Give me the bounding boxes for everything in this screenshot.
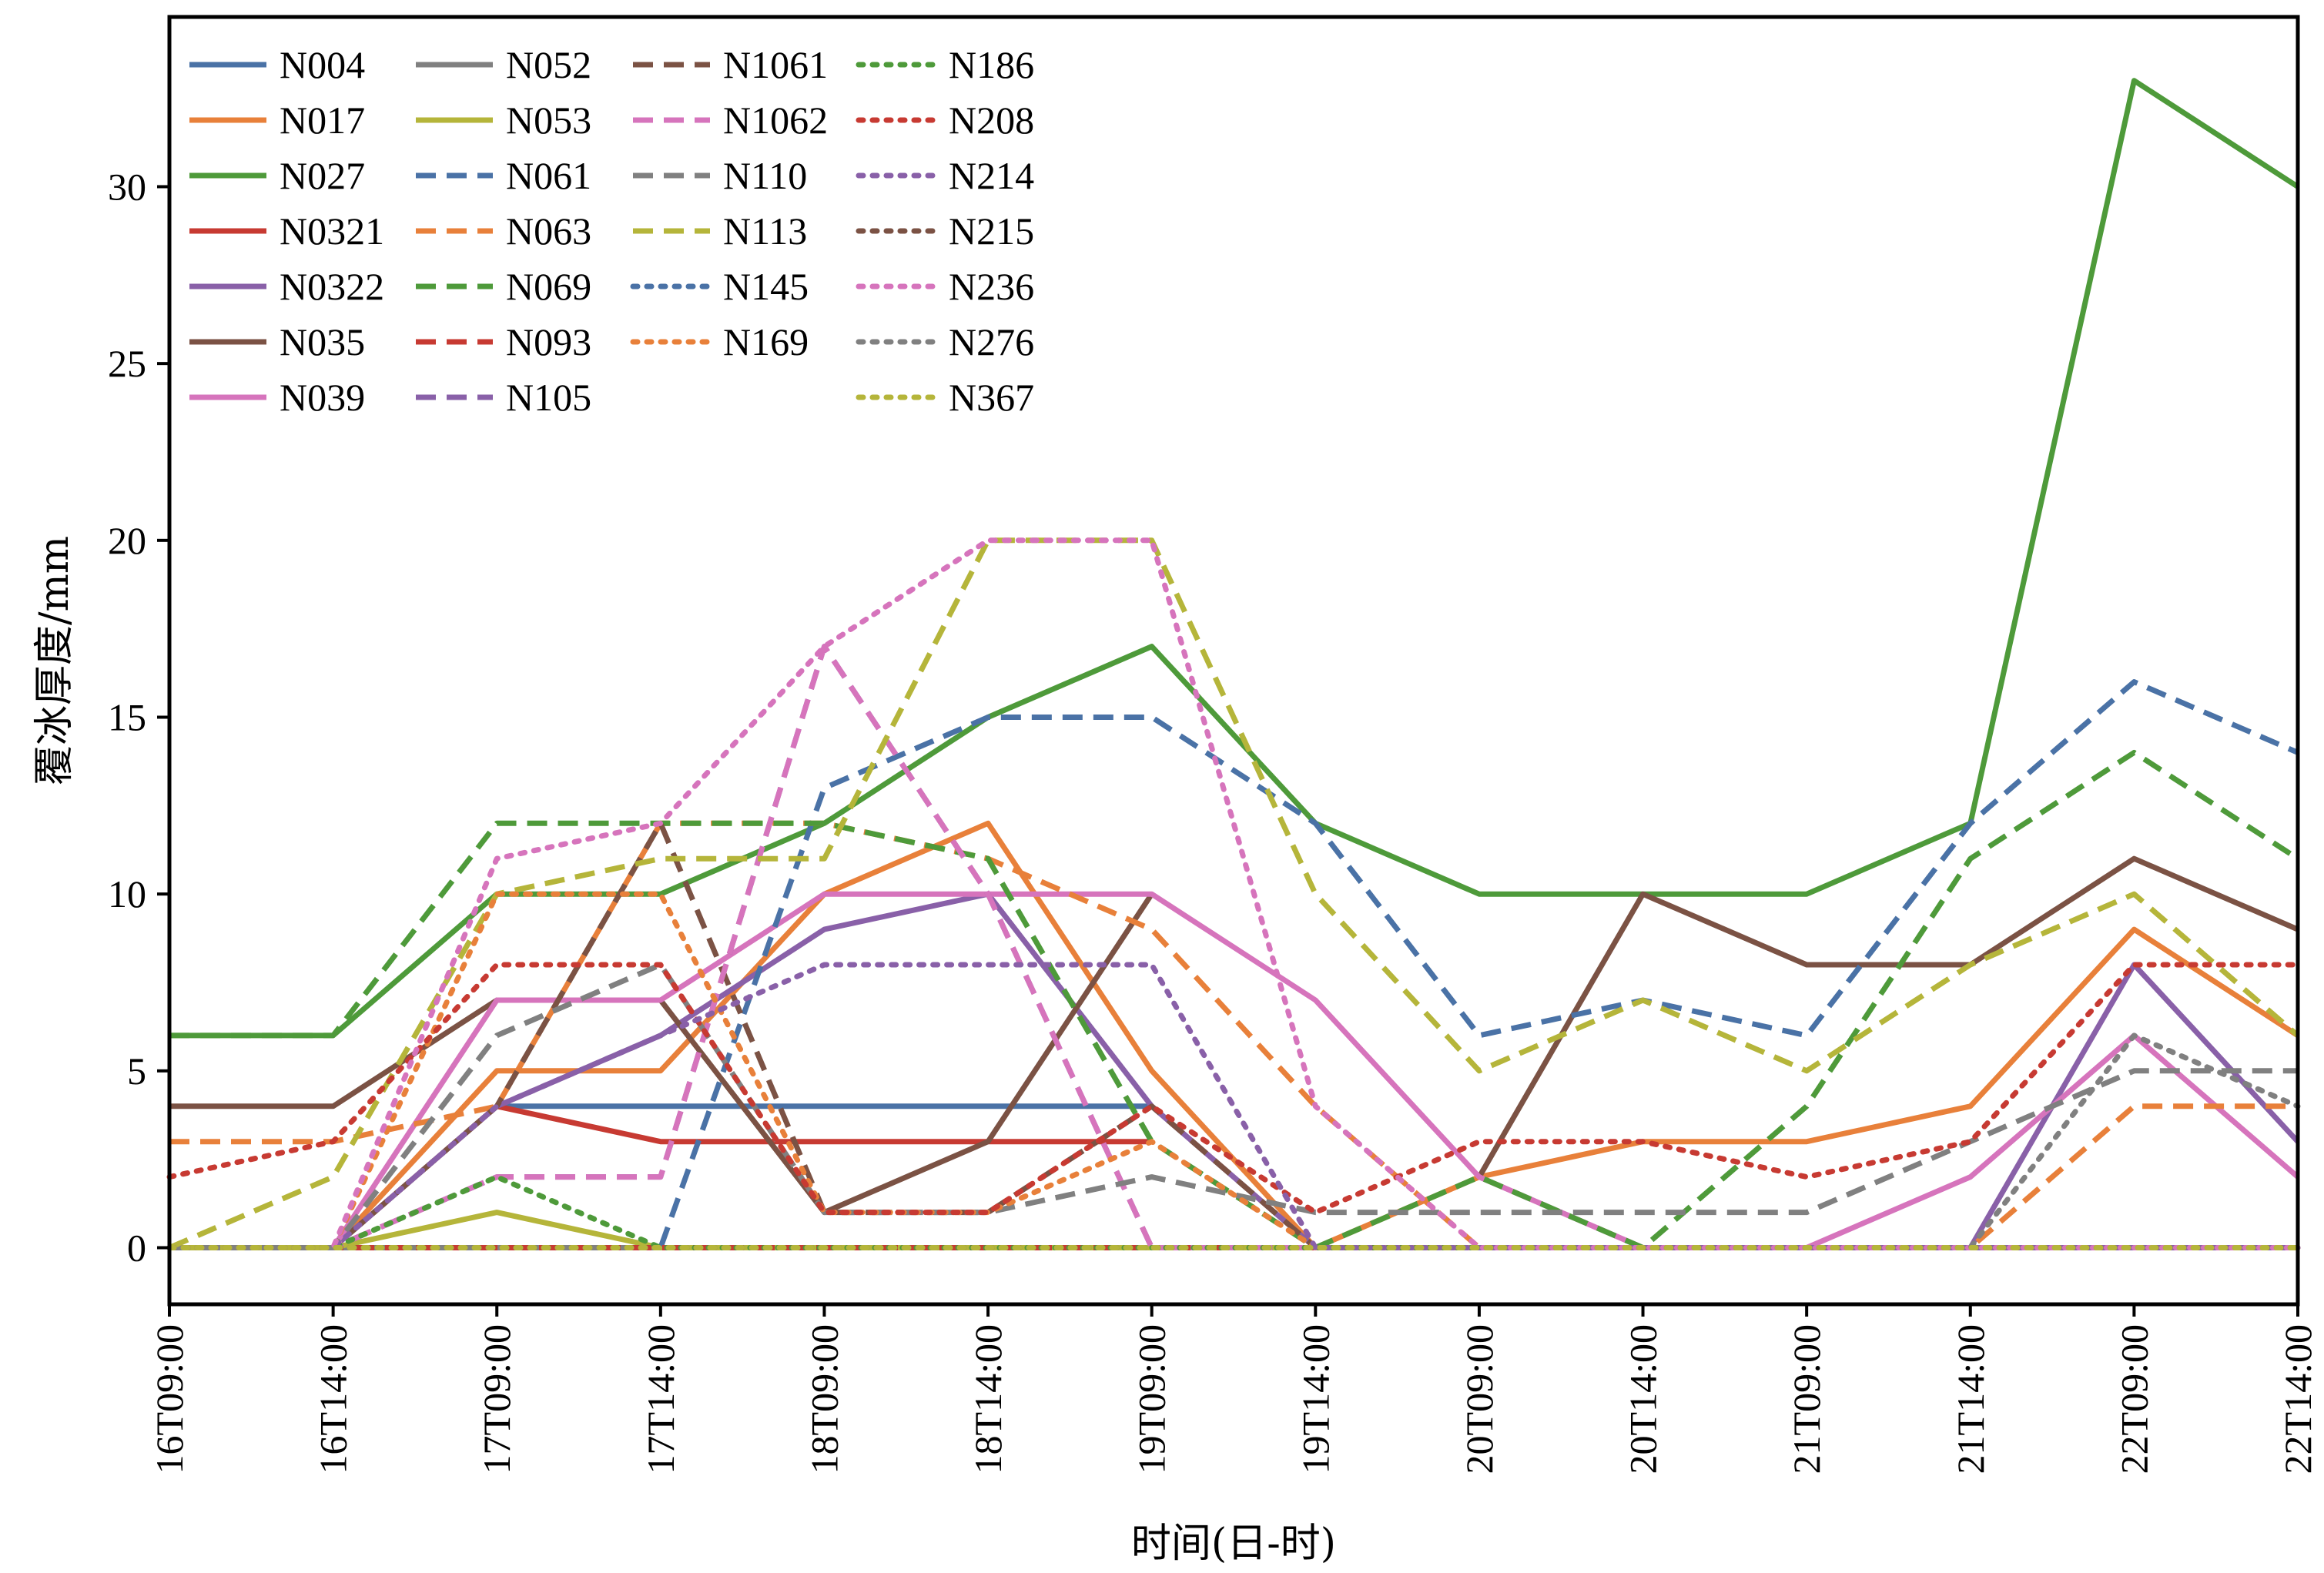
legend-item-n145: N145	[630, 265, 809, 308]
legend-label: N039	[280, 376, 365, 419]
y-axis: 0 5 10 15 20 25 30	[108, 165, 169, 1270]
legend-item-n110: N110	[633, 154, 807, 197]
legend-label: N236	[949, 265, 1034, 308]
legend-item-n017: N017	[189, 99, 365, 142]
legend-item-n276: N276	[856, 320, 1034, 363]
x-tick-label: 18T09:00	[802, 1324, 846, 1474]
series-line-n236	[166, 537, 2301, 1250]
legend-label: N1061	[723, 43, 828, 86]
y-tick-label: 5	[127, 1049, 146, 1093]
legend-item-n367: N367	[856, 376, 1034, 419]
x-tick-label: 19T14:00	[1294, 1324, 1337, 1474]
legend-label: N052	[506, 43, 591, 86]
legend-label: N035	[280, 320, 365, 363]
legend-label: N0322	[280, 265, 384, 308]
series-line-n017	[169, 820, 2299, 1250]
legend-item-n052: N052	[416, 43, 591, 86]
series-line-n169	[166, 891, 2301, 1250]
y-tick-label: 15	[108, 695, 146, 738]
legend-item-n215: N215	[856, 209, 1034, 253]
legend-item-n004: N004	[189, 43, 365, 86]
legend-label: N004	[280, 43, 365, 86]
series-line-n208	[166, 962, 2301, 1216]
x-tick-label: 16T09:00	[148, 1324, 191, 1474]
legend-item-n069: N069	[416, 265, 591, 308]
legend-label: N063	[506, 209, 591, 253]
legend-label: N069	[506, 265, 591, 308]
legend-label: N061	[506, 154, 591, 197]
y-tick-label: 10	[108, 872, 146, 915]
legend-item-n063: N063	[416, 209, 591, 253]
plot-frame	[167, 15, 2300, 1307]
legend-item-n186: N186	[856, 43, 1034, 86]
legend-item-n0321: N0321	[189, 209, 384, 253]
x-tick-label: 18T14:00	[966, 1324, 1010, 1474]
legend-item-n061: N061	[416, 154, 591, 197]
x-axis-label: 时间(日-时)	[1131, 1521, 1336, 1567]
legend-item-n053: N053	[416, 99, 591, 142]
legend-label: N027	[280, 154, 365, 197]
legend-label: N105	[506, 376, 591, 419]
y-tick-label: 0	[127, 1227, 146, 1270]
legend-item-n214: N214	[856, 154, 1034, 197]
x-tick-label: 17T09:00	[475, 1324, 518, 1474]
x-tick-label: 20T09:00	[1458, 1324, 1501, 1474]
x-tick-label: 22T09:00	[2112, 1324, 2155, 1474]
legend-item-n236: N236	[856, 265, 1034, 308]
legend-label: N113	[723, 209, 807, 253]
legend-label: N208	[949, 99, 1034, 142]
x-tick-label: 22T14:00	[2276, 1324, 2319, 1474]
series-line-n110	[169, 962, 2298, 1250]
legend-label: N017	[280, 99, 365, 142]
series-line-n027	[169, 78, 2299, 1039]
legend-label: N093	[506, 320, 591, 363]
legend-label: N110	[723, 154, 807, 197]
x-tick-label: 17T14:00	[639, 1324, 682, 1474]
legend-item-n1061: N1061	[633, 43, 828, 86]
series-line-n039	[169, 891, 2300, 1250]
y-tick-label: 30	[108, 165, 146, 208]
legend-item-n105: N105	[416, 376, 591, 419]
legend-item-n027: N027	[189, 154, 365, 197]
x-tick-label: 19T09:00	[1130, 1324, 1174, 1474]
y-tick-label: 25	[108, 342, 146, 385]
legend-item-n169: N169	[630, 320, 809, 363]
x-axis: 16T09:00 16T14:00 17T09:00 17T14:00 18T09:00…	[148, 1304, 2319, 1474]
legend-label: N367	[949, 376, 1034, 419]
legend-item-n208: N208	[856, 99, 1034, 142]
legend-item-n1062: N1062	[633, 99, 828, 142]
series-line-n063	[169, 820, 2298, 1250]
x-tick-label: 20T14:00	[1622, 1324, 1665, 1474]
legend-item-n113: N113	[633, 209, 807, 253]
x-tick-label: 16T14:00	[312, 1324, 355, 1474]
y-tick-label: 20	[108, 519, 146, 562]
legend-item-n0322: N0322	[189, 265, 384, 308]
legend-label: N053	[506, 99, 591, 142]
x-tick-label: 21T09:00	[1785, 1324, 1828, 1474]
legend: N004 N017 N027 N0321 N0322 N035 N039 N052 N053 N0…	[189, 43, 1034, 419]
series-layer	[166, 78, 2301, 1250]
legend-label: N186	[949, 43, 1034, 86]
series-line-n113	[168, 537, 2300, 1250]
legend-item-n035: N035	[189, 320, 365, 363]
legend-label: N276	[949, 320, 1034, 363]
x-tick-label: 21T14:00	[1949, 1324, 1992, 1474]
legend-item-n093: N093	[416, 320, 591, 363]
legend-label: N145	[723, 265, 809, 308]
legend-label: N214	[949, 154, 1034, 197]
series-line-n1061	[169, 820, 2298, 1250]
legend-label: N0321	[280, 209, 384, 253]
legend-label: N169	[723, 320, 809, 363]
legend-item-n039: N039	[189, 376, 365, 419]
y-axis-label: 覆冰厚度/mm	[32, 536, 78, 785]
legend-label: N1062	[723, 99, 828, 142]
legend-label: N215	[949, 209, 1034, 253]
